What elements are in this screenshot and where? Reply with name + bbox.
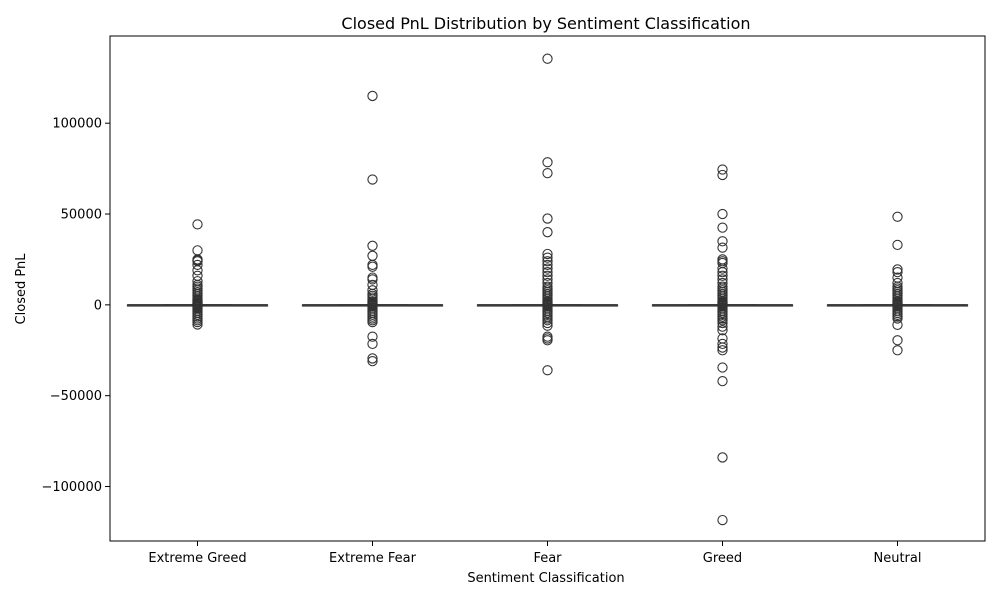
outlier-point	[542, 267, 553, 278]
outlier-point	[542, 53, 553, 64]
outlier-point	[892, 264, 903, 275]
outlier-point	[542, 248, 553, 260]
y-tick-label: 0	[94, 298, 102, 313]
outlier-point	[717, 345, 728, 356]
outlier-point	[192, 265, 203, 276]
y-tick-label: −100000	[41, 480, 102, 495]
outlier-point	[367, 90, 378, 102]
x-tick-label: Extreme Fear	[329, 551, 417, 566]
outlier-point	[192, 319, 203, 330]
outlier-point	[717, 362, 728, 373]
outlier-point	[892, 239, 903, 251]
y-tick-label: −50000	[50, 389, 102, 404]
outlier-point	[717, 317, 728, 329]
outlier-point	[192, 219, 203, 230]
x-tick-label: Fear	[533, 551, 562, 566]
outlier-point	[367, 279, 378, 291]
outlier-point	[542, 270, 553, 281]
x-axis-label: Sentiment Classification	[467, 571, 624, 586]
outlier-point	[192, 316, 203, 328]
outlier-point	[892, 211, 903, 222]
outlier-point	[717, 338, 728, 350]
outlier-point	[542, 252, 553, 263]
y-tick-label: 100000	[52, 117, 102, 132]
outlier-point	[542, 227, 553, 238]
outlier-point	[717, 242, 728, 253]
x-tick-label: Extreme Greed	[148, 551, 246, 566]
outlier-point	[367, 338, 378, 350]
outlier-point	[717, 325, 728, 336]
outlier-point	[717, 208, 728, 220]
outlier-point	[367, 356, 378, 367]
outlier-point	[542, 213, 553, 224]
outlier-point	[892, 319, 903, 330]
outlier-point	[717, 514, 728, 526]
outlier-point	[367, 274, 378, 285]
outlier-point	[192, 259, 203, 271]
outlier-point	[717, 315, 728, 326]
plot-frame	[109, 35, 986, 542]
outlier-point	[717, 222, 728, 233]
outlier-point	[542, 263, 553, 274]
outlier-point	[367, 250, 378, 261]
outlier-point	[717, 164, 728, 175]
outlier-point	[892, 267, 903, 278]
outlier-point	[542, 365, 553, 376]
outlier-point	[367, 261, 378, 272]
y-axis-label: Closed PnL	[14, 253, 29, 325]
chart-title: Closed PnL Distribution by Sentiment Cla…	[341, 14, 750, 33]
outlier-point	[717, 375, 728, 387]
outlier-point	[542, 167, 553, 179]
outlier-point	[717, 267, 728, 278]
y-tick-label: 50000	[61, 208, 102, 223]
outlier-point	[367, 174, 378, 185]
outlier-point	[892, 313, 903, 324]
outlier-point	[542, 256, 553, 267]
outlier-point	[542, 259, 553, 271]
outlier-point	[542, 320, 553, 331]
outlier-point	[717, 452, 728, 463]
outlier-point	[717, 169, 728, 181]
plot-area: −100000 −50000 0 50000 100000 Extreme Greed Ex…	[41, 35, 986, 566]
outlier-point	[892, 345, 903, 356]
x-tick-label: Greed	[703, 551, 742, 566]
outlier-point	[367, 331, 378, 342]
outlier-point	[717, 263, 728, 274]
outlier-point	[717, 342, 728, 353]
outlier-point	[367, 316, 378, 328]
outlier-point	[542, 335, 553, 346]
outlier-point	[717, 321, 728, 332]
x-tick-label: Neutral	[874, 551, 922, 566]
outlier-point	[717, 236, 728, 247]
outlier-point	[892, 335, 903, 346]
outlier-point	[192, 245, 203, 256]
outlier-point	[542, 315, 553, 326]
outlier-point	[192, 270, 203, 281]
outlier-point	[542, 317, 553, 329]
outlier-point	[717, 270, 728, 281]
outlier-point	[367, 240, 378, 251]
outlier-point	[367, 353, 378, 364]
outlier-point	[542, 157, 553, 168]
